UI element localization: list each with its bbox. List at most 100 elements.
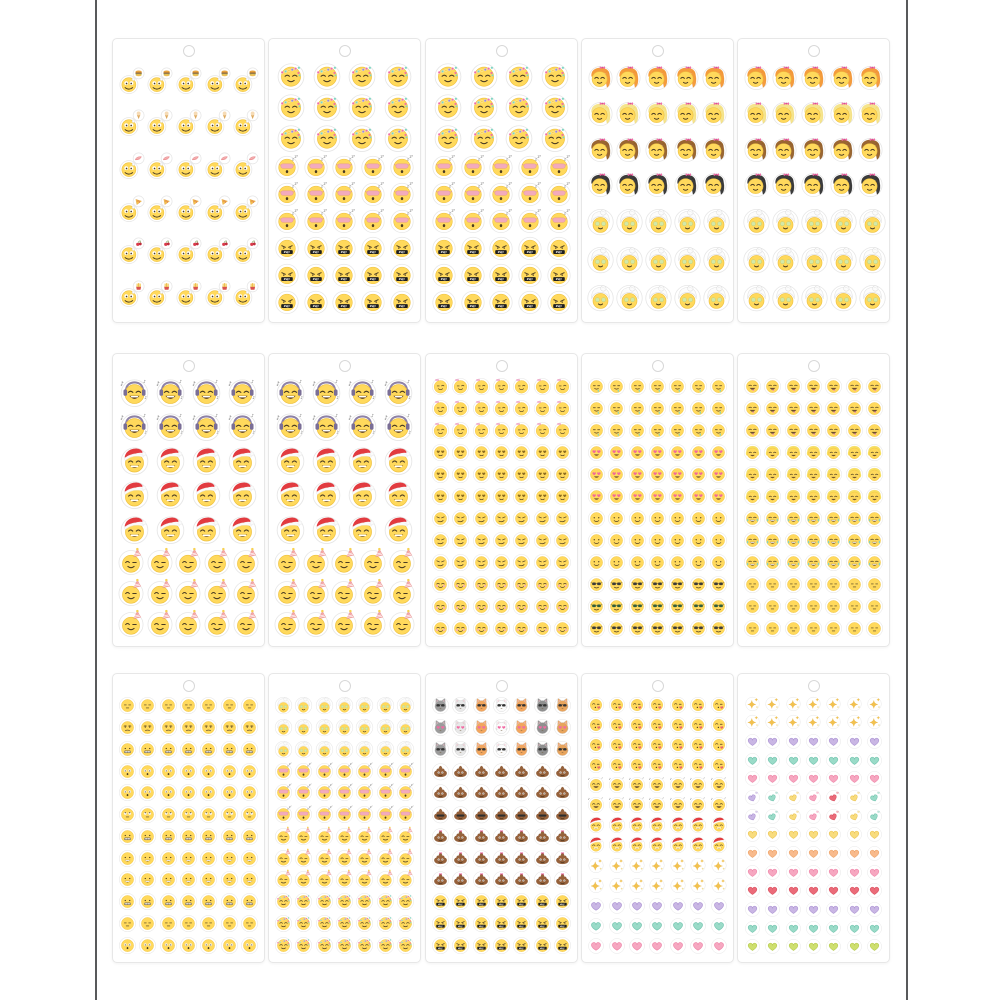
tilted-sticker-icon: [867, 808, 883, 824]
blush_hearts-sticker-icon: [493, 576, 510, 594]
girl-sticker-icon: [858, 137, 883, 162]
girl-sticker-icon: [801, 66, 826, 91]
svg-text:Z: Z: [480, 209, 482, 213]
cat-sticker-icon: [452, 740, 470, 758]
sticker-row: [742, 398, 885, 417]
tongue-sticker-icon: [784, 377, 802, 395]
poop-sticker-icon: [554, 828, 572, 846]
hang-hole: [495, 360, 508, 372]
cat-sticker-icon: [533, 697, 551, 715]
smile-sticker-icon: [587, 532, 605, 550]
headphones-sticker-icon: ♪ ♪ ♪: [348, 413, 377, 441]
sunglasses-sticker-icon: [608, 598, 626, 616]
svg-text:z: z: [478, 157, 480, 161]
headphones-sticker-icon: ♪ ♪ ♪: [312, 379, 341, 407]
sticker-row: [430, 739, 573, 758]
girl-sticker-icon: [674, 66, 699, 91]
sly-sticker-icon: [452, 532, 470, 550]
sly-sticker-icon: [513, 532, 531, 550]
poop-sticker-icon: [493, 828, 510, 846]
svg-text:♪: ♪: [371, 379, 374, 385]
sticker-row: [430, 122, 573, 152]
sticker-row: [273, 848, 416, 867]
spa-sticker-icon: [830, 209, 857, 236]
dark_hearts-sticker-icon: [452, 488, 470, 505]
kiss-sticker-icon: [690, 697, 707, 714]
svg-text:z: z: [307, 763, 309, 767]
sticker-row: [430, 717, 573, 737]
plain-sticker-icon: [241, 806, 259, 824]
party-sticker-icon: [397, 826, 415, 845]
smile-sticker-icon: [710, 554, 728, 572]
cursing-sticker-icon: #$@!: [390, 264, 414, 288]
drool-sticker-icon: [587, 399, 605, 417]
heart-sticker-icon: [744, 901, 760, 917]
svg-text:♪: ♪: [629, 797, 631, 801]
svg-text:♪: ♪: [407, 413, 410, 419]
blonde_laugh-sticker-icon: [784, 488, 802, 505]
sticker-row: [742, 206, 886, 236]
flower_crown-sticker-icon: [295, 936, 313, 954]
hang-hole: [651, 45, 664, 57]
svg-text:#$@!: #$@!: [341, 305, 348, 309]
svg-text:#$@!: #$@!: [499, 948, 504, 950]
heart-sticker-icon: [826, 901, 842, 917]
svg-text:z: z: [389, 763, 391, 767]
cursing-sticker-icon: #$@!: [533, 893, 551, 911]
svg-text:♪: ♪: [192, 414, 196, 421]
wink_bow-sticker-icon: [472, 399, 490, 417]
heart-sticker-icon: [690, 938, 707, 954]
drool-sticker-icon: [689, 377, 707, 395]
heart-sticker-icon: [744, 864, 760, 880]
svg-text:z: z: [411, 154, 413, 157]
sly-sticker-icon: [493, 510, 510, 527]
hang-hole: [651, 680, 664, 692]
svg-text:Z: Z: [309, 762, 311, 765]
tongue-sticker-icon: [805, 399, 822, 417]
sleepy-sticker-icon: [764, 598, 782, 616]
cursing-sticker-icon: #$@!: [431, 893, 449, 911]
svg-text:♪: ♪: [408, 429, 411, 434]
sticker-row: [586, 552, 729, 572]
sticker-row: [742, 596, 885, 616]
poop-sticker-icon: [493, 871, 510, 889]
heart_eyes-sticker-icon: [710, 488, 728, 505]
heart-sticker-icon: [765, 827, 780, 843]
svg-text:Z: Z: [452, 209, 454, 213]
smile-sticker-icon: [608, 554, 626, 572]
flower_crown-sticker-icon: [384, 62, 412, 90]
santa-sticker-icon: [277, 447, 305, 476]
heart-sticker-icon: [826, 846, 842, 861]
svg-text:Z: Z: [509, 209, 511, 213]
wink_bow-sticker-icon: [452, 377, 470, 395]
heart-sticker-icon: [846, 846, 862, 861]
heart-sticker-icon: [608, 897, 625, 914]
sticker-row: ♪ ♪ ♪ ♪ ♪ ♪ ♪ ♪ ♪ ♪ ♪ ♪: [117, 376, 260, 407]
headphones-sticker-icon: ♪ ♪ ♪: [192, 379, 221, 407]
heart-sticker-icon: [785, 864, 801, 880]
svg-text:z: z: [307, 807, 309, 811]
heart-sticker-icon: [867, 883, 883, 898]
flower_crown-sticker-icon: [349, 93, 376, 121]
hang-hole: [338, 360, 351, 372]
plain-sticker-icon: [241, 784, 259, 802]
girl-sticker-icon: [830, 66, 855, 91]
poop-sticker-icon: [452, 784, 470, 802]
party-sticker-icon: [336, 870, 353, 889]
heart-sticker-icon: [846, 920, 862, 936]
kiss-sticker-icon: [690, 757, 707, 774]
dark_hearts-sticker-icon: [533, 465, 551, 483]
santa-sticker-icon: [384, 516, 412, 544]
sparkle-sticker-icon: [690, 877, 706, 893]
blush_hearts-sticker-icon: [533, 620, 551, 638]
svg-text:♪: ♪: [384, 380, 388, 387]
thought-sticker-icon: [205, 152, 231, 180]
spa-sticker-icon: [335, 697, 354, 715]
